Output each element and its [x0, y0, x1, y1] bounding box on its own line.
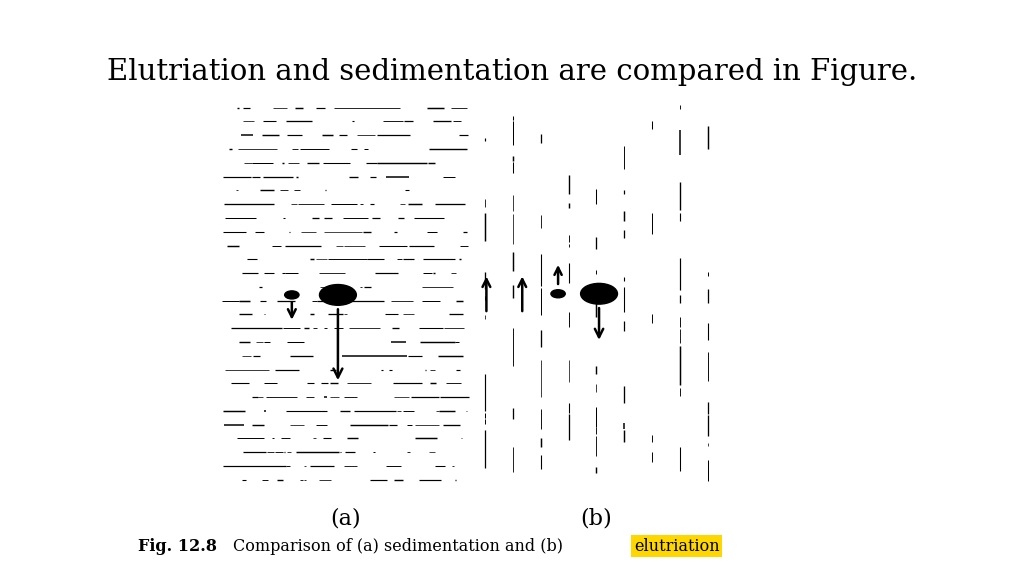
Text: Fig. 12.8: Fig. 12.8 — [138, 537, 217, 555]
Text: Comparison of (a) sedimentation and (b): Comparison of (a) sedimentation and (b) — [233, 537, 568, 555]
Text: Elutriation and sedimentation are compared in Figure.: Elutriation and sedimentation are compar… — [106, 58, 918, 86]
Text: (a): (a) — [331, 507, 360, 529]
Text: (b): (b) — [581, 507, 612, 529]
Circle shape — [551, 290, 565, 298]
Text: elutriation: elutriation — [634, 537, 720, 555]
Circle shape — [581, 283, 617, 304]
Circle shape — [319, 285, 356, 305]
Circle shape — [285, 291, 299, 299]
